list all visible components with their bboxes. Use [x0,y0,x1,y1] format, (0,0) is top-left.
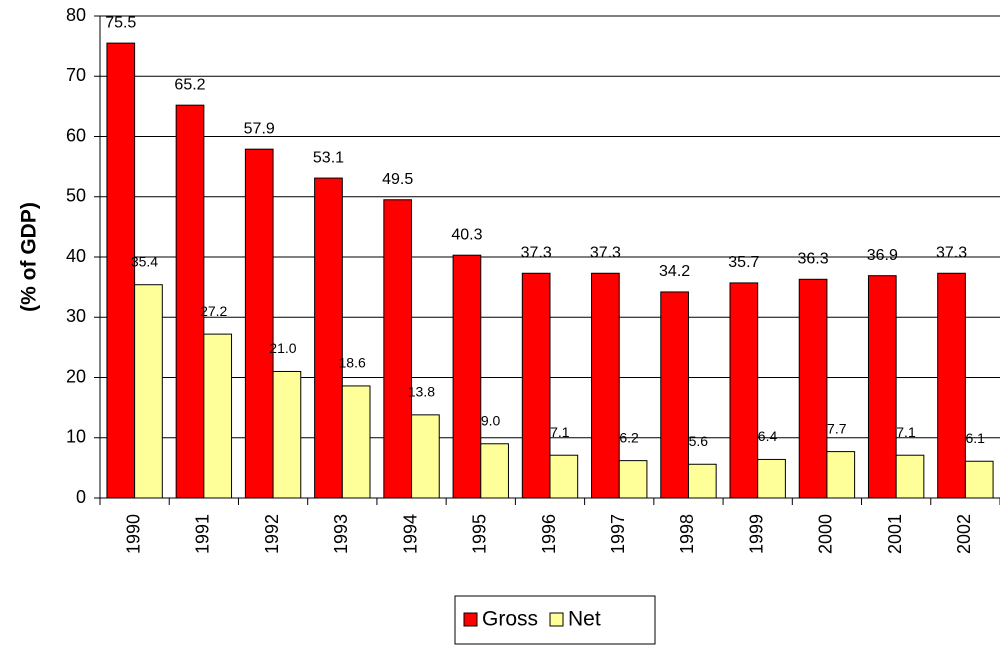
legend-label: Net [568,608,601,631]
value-label: 37.3 [521,244,552,261]
y-tick-label: 0 [76,487,86,507]
x-tick-label: 2001 [885,514,905,554]
x-tick-label: 1993 [331,514,351,554]
x-tick-label: 2000 [816,514,836,554]
value-label: 34.2 [659,263,690,280]
value-label: 6.4 [758,428,778,444]
x-tick-label: 1992 [262,514,282,554]
value-label: 36.9 [867,247,898,264]
bar [244,148,274,499]
legend-swatch [549,612,564,627]
bar [687,463,717,499]
bar [895,454,925,499]
value-label: 40.3 [451,226,482,243]
value-label: 57.9 [244,120,275,137]
y-tick-label: 50 [66,186,86,206]
value-label: 36.3 [798,251,829,268]
x-tick-label: 1991 [193,514,213,554]
value-label: 37.3 [590,244,621,261]
y-tick-label: 30 [66,306,86,326]
value-label: 5.6 [689,433,709,449]
legend-swatch [463,612,478,627]
value-label: 27.2 [200,303,227,319]
y-tick-label: 20 [66,366,86,386]
y-tick-label: 60 [66,125,86,145]
value-label: 37.3 [936,244,967,261]
value-label: 49.5 [382,171,413,188]
x-tick-label: 1994 [400,514,420,554]
bar [660,291,689,499]
value-label: 75.5 [105,14,136,31]
bar [826,451,856,499]
x-tick-label: 1990 [123,514,143,554]
bar [521,272,551,499]
value-label: 6.1 [965,430,985,446]
value-label: 13.8 [408,384,435,400]
bar [937,272,966,499]
value-label: 35.4 [131,253,158,269]
value-label: 7.1 [550,424,570,440]
y-axis-label: (% of GDP) [18,202,41,312]
bar [411,414,440,499]
x-tick-label: 2002 [954,514,974,554]
bar [272,370,302,499]
bar [106,42,136,499]
bar [134,284,163,499]
bar [341,385,371,499]
x-tick-label: 1996 [539,514,559,554]
value-label: 21.0 [269,340,296,356]
value-label: 7.7 [827,420,847,436]
bar [867,275,897,499]
x-tick-label: 1995 [470,514,490,554]
bar [757,458,786,499]
bar [591,272,620,499]
bar [314,177,343,499]
value-label: 53.1 [313,149,344,166]
legend-label: Gross [482,608,538,631]
value-label: 6.2 [619,429,639,445]
bar [383,199,413,499]
value-label: 35.7 [728,254,759,271]
bar [798,278,828,499]
value-label: 9.0 [481,412,501,428]
bar [452,254,482,499]
x-tick-label: 1998 [677,514,697,554]
x-tick-label: 1999 [746,514,766,554]
y-tick-label: 40 [66,246,86,266]
bar [964,460,994,499]
bar [729,282,759,499]
bar [203,333,233,499]
y-tick-label: 80 [66,5,86,25]
value-label: 18.6 [339,355,366,371]
y-tick-label: 10 [66,427,86,447]
y-tick-label: 70 [66,65,86,85]
x-tick-label: 1997 [608,514,628,554]
bar [618,460,648,499]
value-label: 7.1 [896,424,916,440]
bar [480,443,509,499]
bar [549,454,579,499]
bar [175,104,205,499]
value-label: 65.2 [174,76,205,93]
